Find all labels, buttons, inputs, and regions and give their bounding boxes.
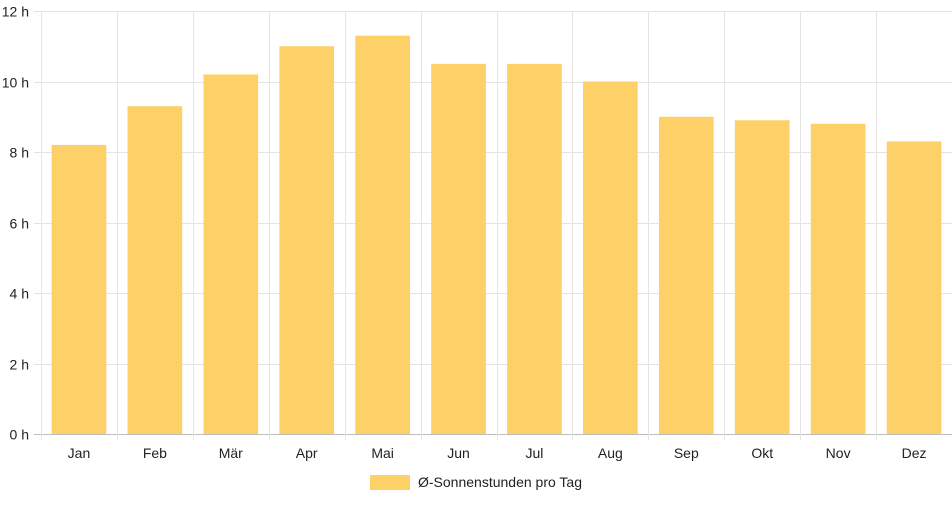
- x-tick-label: Mär: [219, 445, 243, 461]
- legend[interactable]: Ø-Sonnenstunden pro Tag: [370, 474, 582, 490]
- y-tick-label: 2 h: [10, 357, 29, 373]
- bars: [51, 35, 942, 435]
- bar-sep[interactable]: [658, 116, 714, 434]
- axes: 0 h 2 h 4 h 6 h 8 h 10 h 12 h Jan Feb Mär Apr Mai Ju…: [2, 4, 927, 462]
- x-tick-label: Dez: [902, 445, 927, 461]
- bar-mai[interactable]: [355, 35, 410, 435]
- bar-nov[interactable]: [810, 123, 866, 435]
- legend-label: Ø-Sonnenstunden pro Tag: [418, 474, 582, 490]
- bar-okt[interactable]: [734, 120, 790, 435]
- x-tick-label: Apr: [296, 445, 318, 461]
- x-tick-label: Jun: [447, 445, 470, 461]
- bar-jul[interactable]: [507, 63, 562, 434]
- y-tick-label: 12 h: [2, 4, 29, 20]
- x-tick-label: Feb: [143, 445, 167, 461]
- bar-mär[interactable]: [203, 74, 259, 434]
- x-tick-label: Jul: [526, 445, 544, 461]
- x-tick-label: Jan: [68, 445, 91, 461]
- y-tick-label: 6 h: [10, 216, 29, 232]
- x-tick-label: Aug: [598, 445, 623, 461]
- bar-aug[interactable]: [583, 81, 638, 435]
- x-tick-label: Nov: [826, 445, 851, 461]
- bar-dez[interactable]: [886, 141, 942, 435]
- x-tick-label: Sep: [674, 445, 699, 461]
- x-tick-label: Mai: [371, 445, 394, 461]
- bar-jun[interactable]: [431, 63, 486, 434]
- y-tick-label: 0 h: [10, 427, 29, 443]
- grid: [34, 11, 952, 440]
- legend-swatch: [370, 475, 410, 490]
- y-tick-label: 10 h: [2, 75, 29, 91]
- y-tick-label: 4 h: [10, 286, 29, 302]
- bar-apr[interactable]: [279, 46, 335, 434]
- bar-jan[interactable]: [51, 144, 107, 434]
- x-tick-label: Okt: [751, 445, 773, 461]
- y-tick-label: 8 h: [10, 145, 29, 161]
- bar-feb[interactable]: [127, 106, 183, 435]
